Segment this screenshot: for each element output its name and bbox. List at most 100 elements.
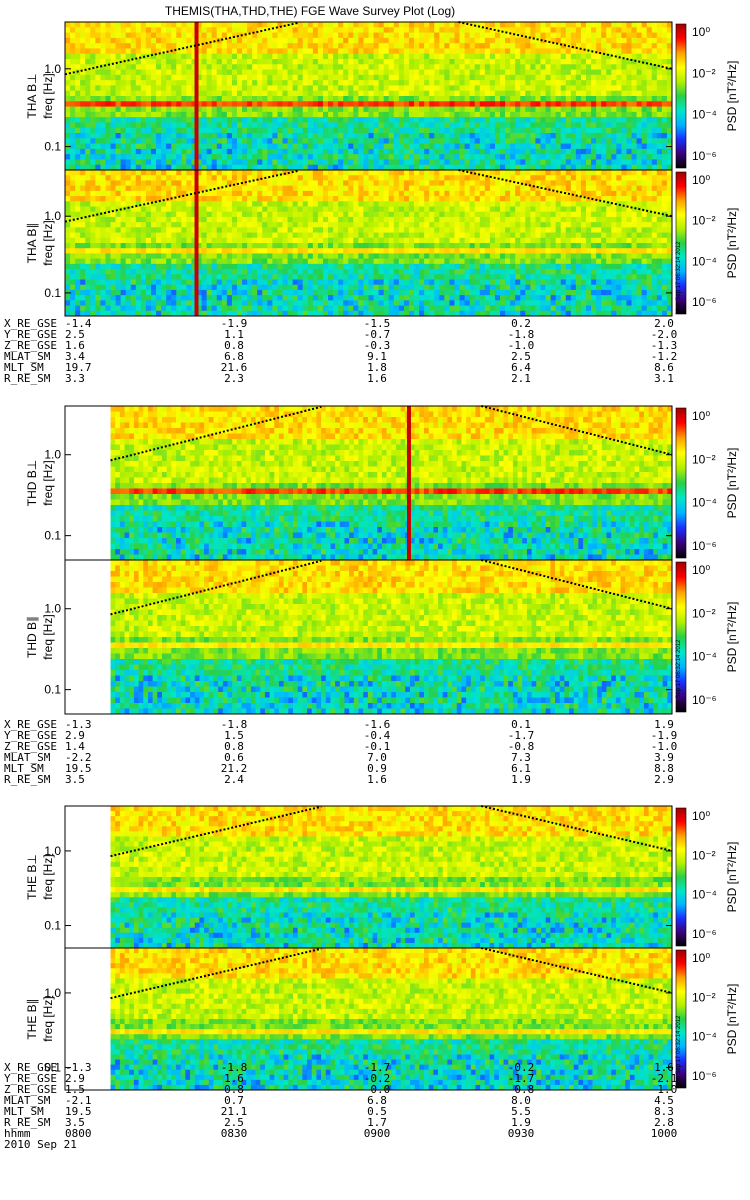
spectrogram-cell — [368, 53, 374, 60]
spectrogram-cell — [216, 133, 223, 139]
spectrogram-cell — [626, 127, 632, 134]
spectrogram-cell — [373, 53, 380, 60]
spectrogram-cell — [161, 80, 167, 86]
spectrogram-cell — [494, 159, 501, 166]
spectrogram-cell — [181, 185, 187, 192]
spectrogram-cell — [115, 143, 122, 150]
spectrogram-cell — [596, 32, 602, 39]
spectrogram-cell — [353, 43, 359, 49]
spectrogram-cell — [601, 48, 607, 55]
spectrogram-cell — [95, 127, 101, 134]
spectrogram-cell — [211, 274, 218, 280]
spectrogram-cell — [666, 74, 673, 81]
spectrogram-cell — [474, 96, 481, 102]
spectrogram-cell — [666, 127, 673, 134]
spectrogram-cell — [75, 53, 81, 60]
spectrogram-cell — [287, 74, 294, 81]
spectrogram-cell — [454, 43, 460, 49]
spectrogram-cell — [545, 143, 551, 150]
spectrogram-cell — [373, 27, 380, 33]
spectrogram-cell — [191, 263, 197, 270]
spectrogram-cell — [530, 53, 536, 60]
spectrogram-cell — [489, 85, 496, 92]
spectrogram-cell — [206, 243, 213, 249]
spectrogram-cell — [282, 64, 288, 70]
spectrogram-cell — [555, 48, 562, 55]
spectrogram-cell — [611, 43, 617, 49]
spectrogram-cell — [221, 74, 228, 81]
spectrogram-cell — [236, 237, 243, 244]
spectrogram-cell — [550, 164, 557, 171]
spectrogram-cell — [166, 164, 172, 171]
spectrogram-cell — [236, 106, 243, 113]
spectrogram-cell — [221, 101, 228, 107]
spectrogram-cell — [565, 127, 572, 134]
spectrogram-cell — [550, 48, 557, 55]
spectrogram-cell — [656, 43, 663, 49]
spectrogram-cell — [216, 196, 223, 202]
spectrogram-cell — [105, 216, 111, 223]
spectrogram-cell — [292, 206, 299, 213]
spectrogram-cell — [247, 258, 253, 265]
spectrogram-cell — [580, 117, 587, 123]
spectrogram-cell — [110, 143, 116, 150]
spectrogram-cell — [338, 64, 344, 70]
spectrogram-cell — [231, 159, 238, 166]
spectrogram-cell — [317, 216, 324, 223]
spectrogram-cell — [211, 279, 218, 286]
spectrogram-cell — [606, 143, 612, 150]
spectrogram-cell — [140, 117, 147, 123]
spectrogram-cell — [272, 117, 278, 123]
spectrogram-cell — [317, 80, 324, 86]
spectrogram-cell — [282, 143, 288, 150]
spectrogram-cell — [252, 216, 258, 223]
spectrogram-cell — [636, 133, 643, 139]
spectrogram-cell — [125, 74, 132, 81]
spectrogram-cell — [110, 289, 116, 296]
spectrogram-cell — [560, 22, 567, 28]
spectrogram-cell — [469, 133, 476, 139]
spectrogram-cell — [75, 248, 81, 254]
spectrogram-cell — [403, 85, 410, 92]
spectrogram-cell — [403, 159, 410, 166]
spectrogram-cell — [282, 289, 288, 296]
spectrogram-cell — [221, 122, 228, 129]
spectrogram-cell — [586, 27, 592, 33]
spectrogram-cell — [236, 310, 243, 317]
spectrogram-cell — [262, 284, 268, 291]
spectrogram-cell — [115, 69, 122, 76]
spectrogram-cell — [601, 164, 607, 171]
spectrogram-cell — [398, 59, 405, 65]
spectrogram-cell — [277, 185, 283, 192]
spectrogram-cell — [510, 127, 516, 134]
spectrogram-cell — [80, 253, 86, 260]
spectrogram-cell — [267, 206, 273, 213]
spectrogram-cell — [626, 74, 632, 81]
spectrogram-cell — [171, 227, 177, 233]
spectrogram-cell — [135, 159, 142, 166]
spectrogram-cell — [641, 106, 648, 113]
spectrogram-cell — [65, 206, 71, 213]
spectrogram-cell — [464, 59, 471, 65]
spectrogram-cell — [171, 274, 177, 280]
spectrogram-cell — [500, 53, 506, 60]
spectrogram-cell — [206, 190, 213, 197]
spectrogram-cell — [606, 159, 612, 166]
spectrogram-cell — [181, 222, 187, 228]
spectrogram-cell — [570, 111, 577, 118]
spectrogram-cell — [419, 37, 425, 44]
spectrogram-cell — [231, 69, 238, 76]
spectrogram-cell — [338, 69, 344, 76]
spectrogram-cell — [343, 37, 349, 44]
spectrogram-cell — [403, 106, 410, 113]
spectrogram-cell — [95, 59, 101, 65]
spectrogram-cells — [65, 22, 673, 171]
spectrogram-cell — [297, 90, 304, 97]
spectrogram-cell — [484, 74, 491, 81]
spectrogram-cell — [489, 133, 496, 139]
spectrogram-cell — [125, 159, 132, 166]
spectrogram-cell — [115, 185, 122, 192]
spectrogram-cell — [307, 216, 314, 223]
spectrogram-cell — [166, 143, 172, 150]
spectrogram-cell — [494, 106, 501, 113]
